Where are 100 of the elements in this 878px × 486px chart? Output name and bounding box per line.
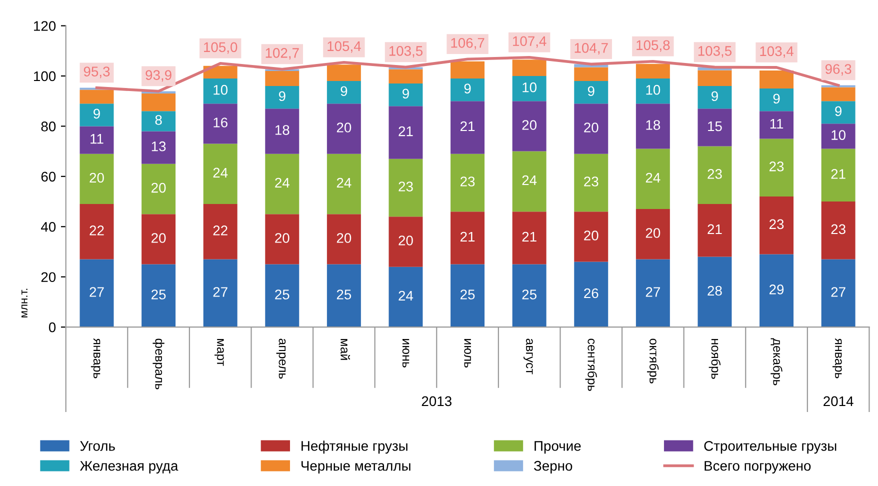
bar [821,101,856,124]
data-label: 23 [584,176,598,186]
data-label: 9 [712,91,718,102]
legend-label: Черные металлы [302,461,410,474]
text: 2014 [824,396,854,406]
bar [265,264,300,328]
data-label: 103,5 [698,46,732,58]
bar [512,264,546,328]
bar [388,266,423,328]
data-label: 27 [646,287,660,297]
data-label: 96,3 [825,64,852,76]
bar [636,259,670,328]
bar [636,64,670,78]
data-label: 24 [646,172,660,183]
bar [326,154,361,214]
bar [760,138,794,197]
bar [203,144,238,204]
x-tick-label: июнь [402,339,410,368]
data-label: 21 [460,121,475,132]
data-label: 93,9 [146,70,172,82]
bar [142,164,176,214]
x-tick-label: май [340,339,350,360]
data-label: 15 [708,121,722,132]
x-tick-label: январь [90,338,100,378]
data-label: 9 [835,106,842,116]
y-tick-label: 100 [34,71,56,82]
bar [698,146,732,204]
legend-label: Нефтяные грузы [302,440,408,454]
data-label: 21 [708,224,722,234]
bar [450,154,485,212]
bar [512,151,546,212]
data-label: 21 [831,169,846,179]
bar [636,104,670,149]
bar [326,81,361,104]
y-tick-label: 80 [41,122,56,132]
data-label: 10 [646,84,660,95]
bar [142,111,176,132]
bar [142,131,176,164]
data-label: 13 [152,141,166,152]
bar [265,108,300,154]
data-label: 25 [336,290,352,300]
data-label: 21 [460,232,475,242]
data-label: 102,7 [266,48,299,60]
bar [80,204,114,260]
bar [698,204,732,257]
data-label: 20 [152,182,166,193]
data-label: 10 [522,82,537,92]
y-tick-label: 20 [41,272,56,282]
x-tick-label: февраль [152,338,164,390]
bar [574,262,608,328]
bar [574,212,608,262]
bar [821,124,856,149]
bar [388,216,423,267]
data-label: 10 [832,130,846,140]
x-tick-label: август [524,338,533,374]
data-label: 23 [708,169,722,179]
bar [326,264,361,328]
data-label: 9 [773,94,780,104]
bar [574,154,608,212]
data-label: 9 [94,108,100,119]
bar [574,81,608,104]
bar [450,212,485,264]
data-label: 23 [398,182,413,192]
data-label: 23 [770,162,784,172]
bar [80,259,114,328]
data-label: 9 [464,84,471,94]
bar [80,154,114,204]
data-label: 27 [831,287,846,297]
x-tick-label: апрель [276,338,286,379]
data-label: 24 [398,290,414,301]
bar [698,70,732,86]
bar [203,66,238,78]
bar [326,104,361,154]
legend-label: Всего погружено [704,461,811,474]
bar [450,61,485,78]
bar [760,88,794,112]
bar [388,84,423,106]
bar [760,196,794,254]
data-label: 105,0 [204,42,238,54]
data-label: 20 [90,172,104,183]
data-label: 22 [90,226,104,236]
legend-label: Железная руда [80,461,178,474]
bar [203,204,238,260]
data-label: 25 [522,290,536,300]
bar [698,256,732,328]
data-label: 20 [275,233,290,243]
data-label: 11 [90,134,104,144]
bar [80,126,114,154]
bar [388,106,423,159]
bar [636,78,670,104]
bar [80,104,114,126]
data-label: 25 [460,290,475,300]
data-label: 105,4 [328,41,361,53]
data-label: 95,3 [84,66,110,78]
data-label: 16 [214,118,228,128]
data-label: 20 [152,233,166,243]
x-tick-label: ноябрь [708,339,721,379]
data-label: 9 [278,91,286,102]
bar [574,104,608,154]
y-tick-label: 40 [41,222,56,232]
